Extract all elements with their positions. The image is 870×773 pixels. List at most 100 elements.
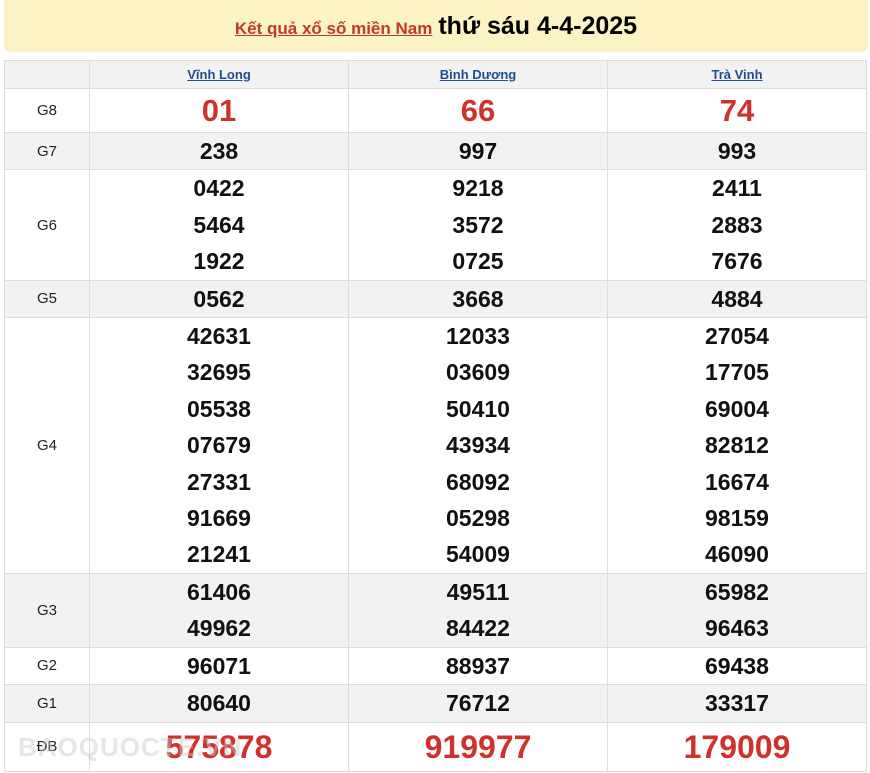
prize-number: 91669: [187, 505, 251, 532]
corner-cell: [4, 60, 90, 89]
prize-number: 43934: [446, 432, 510, 459]
prize-row: G8 01 66 74: [4, 88, 867, 133]
prize-cell: 49511 84422: [348, 572, 608, 648]
prize-number: 98159: [705, 505, 769, 532]
prize-number: 05298: [446, 505, 510, 532]
prize-number: 7676: [711, 248, 763, 275]
prize-row: G7 238 997 993: [4, 131, 867, 171]
prize-number: 03609: [446, 359, 510, 386]
prize-number: 9218: [452, 175, 504, 202]
prize-cell: 2411 2883 7676: [607, 169, 867, 281]
prize-cell: 575878: [89, 721, 349, 772]
prize-number: 49962: [187, 615, 251, 642]
prize-cell: 3668: [348, 279, 608, 319]
prize-cell: 993: [607, 131, 867, 171]
watermark: BAOQUOCTE.VN: [18, 732, 243, 762]
prize-number: 179009: [683, 728, 791, 765]
prize-number: 61406: [187, 578, 251, 605]
prize-number: 1922: [193, 248, 245, 275]
prize-number: 88937: [446, 652, 510, 679]
prize-cell: 997: [348, 131, 608, 171]
prize-row: G2 96071 88937 69438: [4, 646, 867, 686]
prize-number: 919977: [424, 728, 532, 765]
prize-label: G1: [4, 684, 90, 723]
prize-number: 2883: [711, 211, 763, 238]
prize-cell: 9218 3572 0725: [348, 169, 608, 281]
prize-number: 12033: [446, 323, 510, 350]
prize-cell: 01: [89, 88, 349, 133]
prize-cell: 0562: [89, 279, 349, 319]
prize-cell: 179009: [607, 721, 867, 772]
prize-cell: 33317: [607, 684, 867, 723]
prize-row: G1 80640 76712 33317: [4, 684, 867, 723]
prize-cell: 80640: [89, 684, 349, 723]
prize-number: 65982: [705, 578, 769, 605]
prize-number: 84422: [446, 615, 510, 642]
region-link[interactable]: Kết quả xổ số miền Nam: [234, 19, 433, 38]
prize-number: 69438: [705, 652, 769, 679]
prize-number: 21241: [187, 541, 251, 568]
prize-cell: 27054 17705 69004 82812 16674 98159 46090: [607, 317, 867, 574]
prize-number: 46090: [705, 541, 769, 568]
prize-row: G3 61406 49962 49511 84422 65982 96463: [4, 572, 867, 648]
draw-date: thứ sáu 4-4-2025: [438, 12, 638, 40]
prize-label: G7: [4, 131, 90, 171]
prize-label: G2: [4, 646, 90, 686]
results-title: Kết quả xổ số miền Nam thứ sáu 4-4-2025: [4, 0, 868, 52]
prize-number: 16674: [705, 468, 769, 495]
province-header-row: Vĩnh Long Bình Dương Trà Vinh: [4, 60, 867, 89]
prize-number: 3668: [452, 285, 504, 312]
prize-number: 5464: [193, 211, 245, 238]
prize-number: 07679: [187, 432, 251, 459]
prize-number: 82812: [705, 432, 769, 459]
prize-number: 80640: [187, 690, 251, 717]
province-link[interactable]: Trà Vinh: [711, 66, 763, 82]
prize-number: 993: [717, 138, 757, 164]
prize-label: G6: [4, 169, 90, 281]
prize-number: 96463: [705, 615, 769, 642]
prize-number: 74: [719, 93, 755, 128]
prize-number: 33317: [705, 690, 769, 717]
results-table: Vĩnh Long Bình Dương Trà Vinh G8 01 66 74 G7…: [4, 60, 867, 772]
prize-label: G4: [4, 317, 90, 574]
prize-cell: 65982 96463: [607, 572, 867, 648]
province-link[interactable]: Bình Dương: [439, 66, 517, 82]
prize-cell: 238: [89, 131, 349, 171]
prize-number: 27054: [705, 323, 769, 350]
prize-number: 0422: [193, 175, 245, 202]
prize-number: 69004: [705, 395, 769, 422]
prize-cell: 88937: [348, 646, 608, 686]
prize-row: G5 0562 3668 4884: [4, 279, 867, 319]
prize-number: 01: [201, 93, 237, 128]
prize-number: 238: [199, 138, 239, 164]
prize-number: 27331: [187, 468, 251, 495]
prize-cell: 61406 49962: [89, 572, 349, 648]
prize-number: 49511: [446, 578, 510, 605]
prize-number: 66: [460, 93, 496, 128]
prize-row: G6 0422 5464 1922 9218 3572 0725 2411 2883 7676: [4, 169, 867, 281]
prize-number: 3572: [452, 211, 504, 238]
province-link[interactable]: Vĩnh Long: [187, 66, 251, 82]
prize-number: 50410: [446, 395, 510, 422]
prize-cell: 0422 5464 1922: [89, 169, 349, 281]
prize-row: ĐB 575878 919977 179009: [4, 721, 867, 772]
prize-cell: 74: [607, 88, 867, 133]
prize-number: 0725: [452, 248, 504, 275]
prize-cell: 69438: [607, 646, 867, 686]
prize-cell: 76712: [348, 684, 608, 723]
prize-cell: 4884: [607, 279, 867, 319]
prize-cell: 919977: [348, 721, 608, 772]
prize-cell: 42631 32695 05538 07679 27331 91669 21241: [89, 317, 349, 574]
prize-cell: 96071: [89, 646, 349, 686]
prize-number: 32695: [187, 359, 251, 386]
prize-number: 575878: [165, 728, 273, 765]
prize-number: 0562: [193, 285, 245, 312]
prize-number: 42631: [187, 323, 251, 350]
prize-label: G8: [4, 88, 90, 133]
prize-number: 54009: [446, 541, 510, 568]
prize-label: G5: [4, 279, 90, 319]
prize-number: 4884: [711, 285, 763, 312]
prize-label: ĐB: [4, 721, 90, 772]
prize-label: G3: [4, 572, 90, 648]
prize-row: G4 42631 32695 05538 07679 27331 91669 21241 120…: [4, 317, 867, 574]
